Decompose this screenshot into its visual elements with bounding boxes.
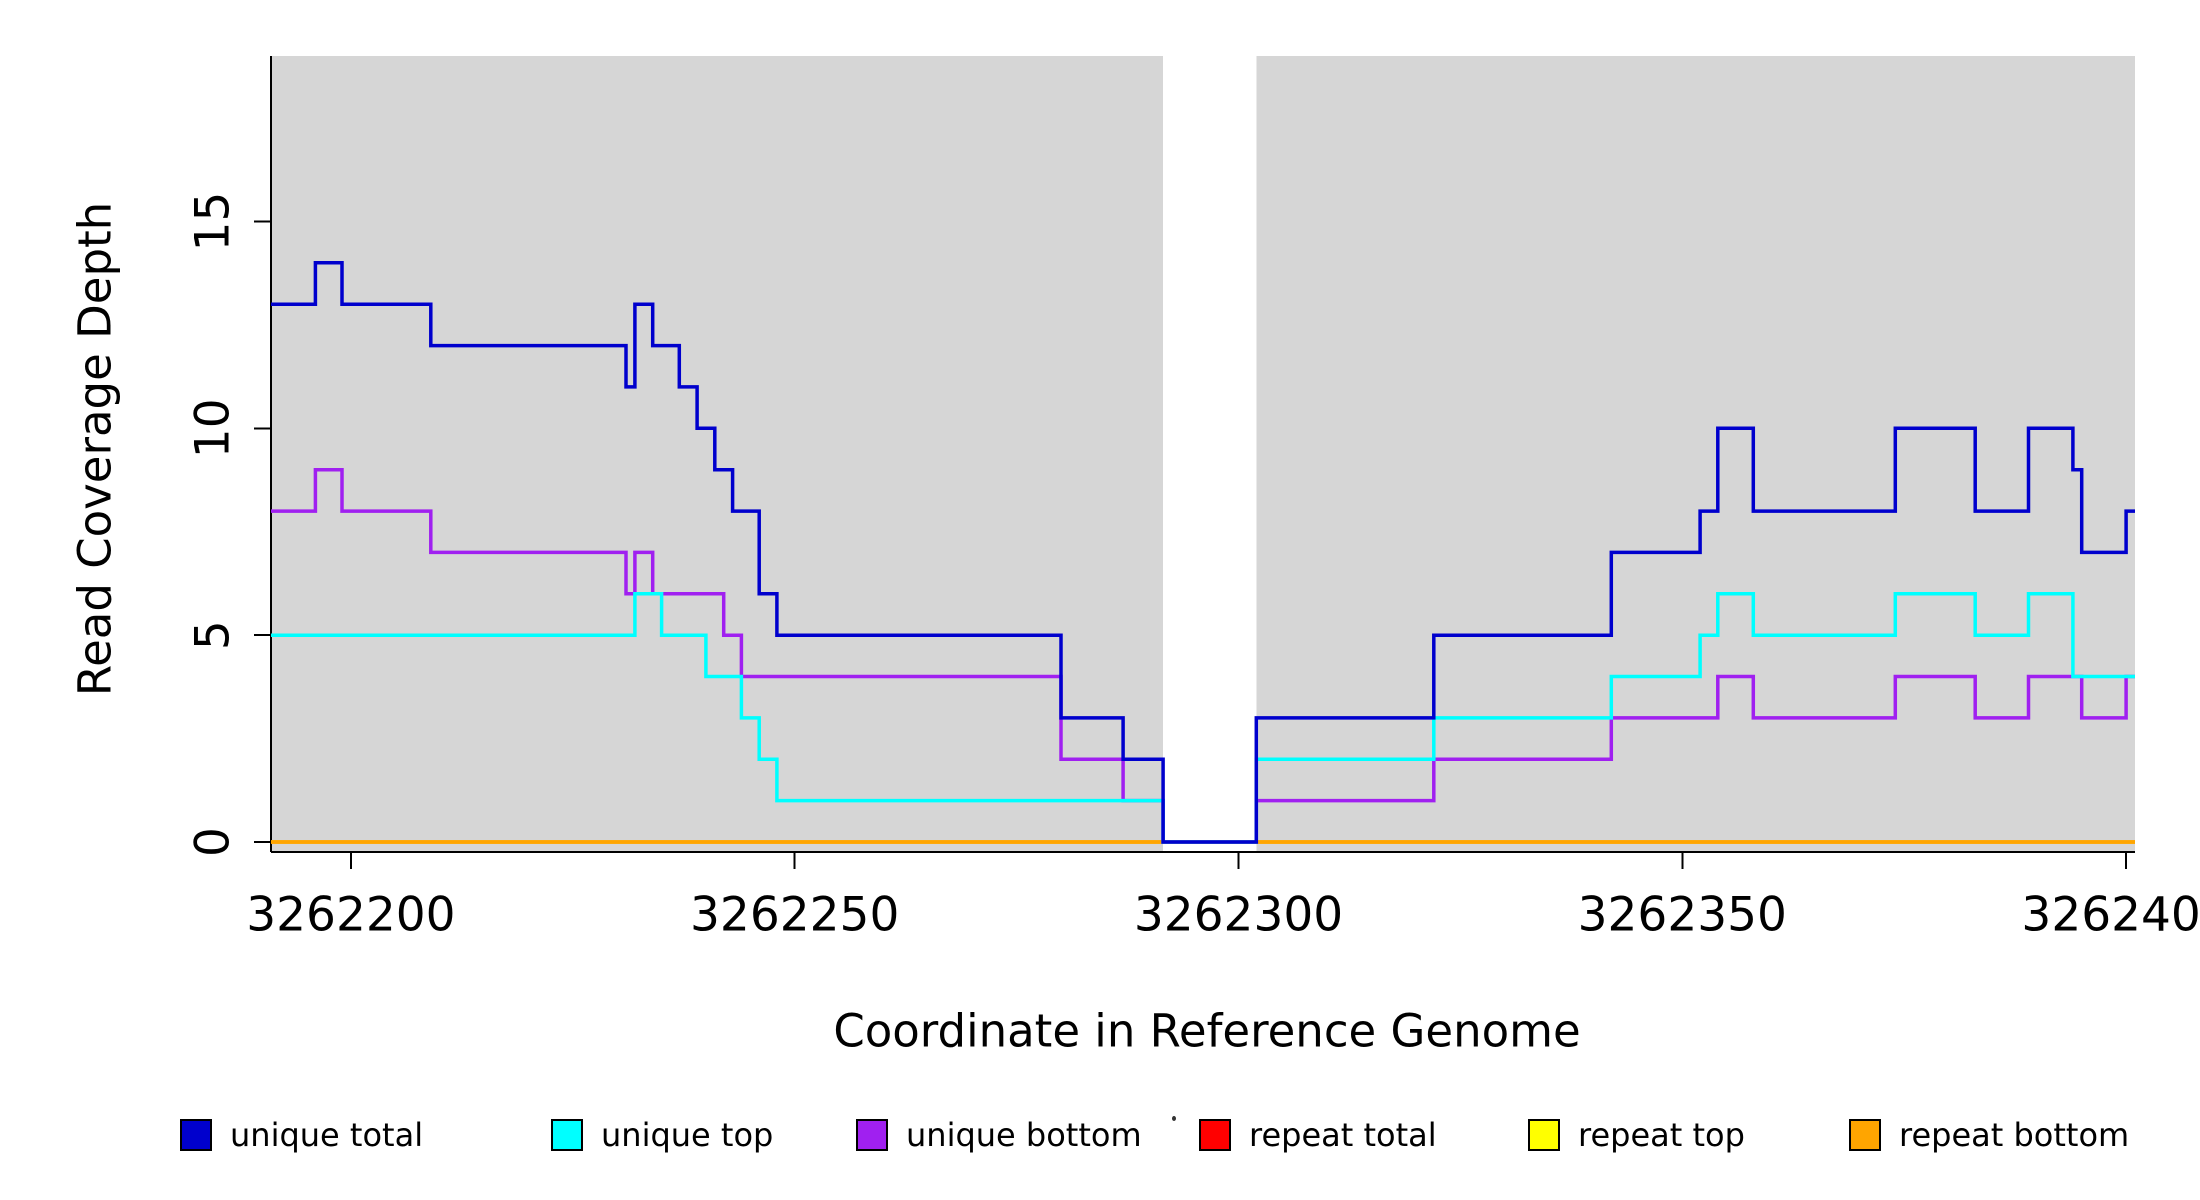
- legend-label: unique bottom: [906, 1116, 1142, 1154]
- legend-label: repeat top: [1578, 1116, 1745, 1154]
- x-tick-label: 3262250: [690, 888, 899, 943]
- legend-item-unique-total: unique total: [180, 1116, 423, 1154]
- repeat-bottom-swatch-icon: [1849, 1119, 1881, 1151]
- x-tick-label: 3262350: [1578, 888, 1787, 943]
- legend-label: unique total: [230, 1116, 424, 1154]
- legend-item-repeat-bottom: repeat bottom: [1849, 1116, 2129, 1154]
- repeat-top-swatch-icon: [1528, 1119, 1560, 1151]
- y-axis-title: Read Coverage Depth: [68, 201, 122, 697]
- legend-artifact-dot: [1172, 1116, 1176, 1121]
- y-tick-label: 15: [186, 192, 241, 252]
- legend-item-repeat-total: repeat total: [1199, 1116, 1437, 1154]
- plot-background-region: [1256, 56, 2135, 852]
- y-tick-label: 0: [186, 827, 241, 857]
- x-tick-label: 3262200: [246, 888, 455, 943]
- legend-item-repeat-top: repeat top: [1528, 1116, 1745, 1154]
- unique-total-swatch-icon: [180, 1119, 212, 1151]
- legend-item-unique-bottom: unique bottom: [856, 1116, 1142, 1154]
- legend-item-unique-top: unique top: [551, 1116, 773, 1154]
- legend-label: repeat total: [1249, 1116, 1437, 1154]
- series-unique-top: [271, 592, 2135, 844]
- series-unique-total: [271, 261, 2135, 844]
- y-tick-label: 10: [186, 398, 241, 458]
- y-tick-label: 5: [186, 620, 241, 650]
- unique-bottom-swatch-icon: [856, 1119, 888, 1151]
- legend-label: repeat bottom: [1899, 1116, 2130, 1154]
- unique-top-swatch-icon: [551, 1119, 583, 1151]
- repeat-total-swatch-icon: [1199, 1119, 1231, 1151]
- legend-label: unique top: [601, 1116, 774, 1154]
- x-tick-label: 3262300: [1134, 888, 1343, 943]
- plot-background-region: [271, 56, 1164, 852]
- x-axis-title: Coordinate in Reference Genome: [833, 1004, 1581, 1058]
